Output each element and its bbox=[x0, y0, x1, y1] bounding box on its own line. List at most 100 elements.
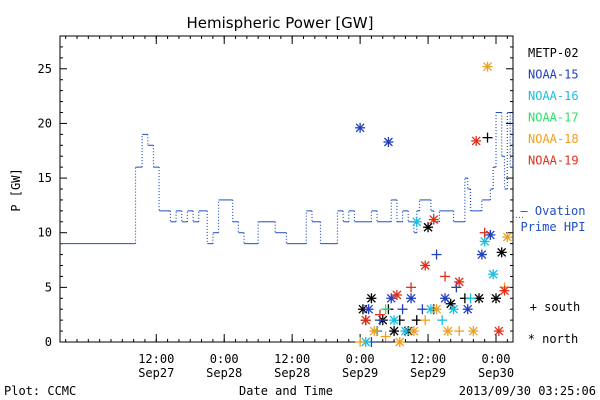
marker-stroke bbox=[480, 236, 490, 246]
north-marker bbox=[428, 214, 439, 225]
legend-entry: METP-02 bbox=[528, 46, 579, 60]
north-marker bbox=[499, 285, 510, 296]
marker-stroke bbox=[389, 315, 399, 325]
marker-stroke bbox=[423, 222, 433, 232]
south-marker bbox=[454, 326, 465, 337]
south-marker bbox=[411, 315, 422, 326]
marker-stroke bbox=[406, 293, 416, 303]
south-marker bbox=[355, 337, 366, 347]
marker-stroke bbox=[400, 326, 410, 336]
marker-stroke bbox=[361, 315, 371, 325]
south-marker bbox=[482, 132, 493, 143]
north-marker bbox=[369, 326, 380, 337]
y-tick-label: 10 bbox=[38, 226, 52, 240]
marker-stroke bbox=[454, 277, 464, 287]
north-marker bbox=[389, 326, 400, 337]
south-marker bbox=[417, 304, 428, 315]
x-tick-label-date: Sep29 bbox=[342, 366, 378, 380]
satellite-markers bbox=[355, 61, 513, 347]
marker-stroke bbox=[443, 326, 453, 336]
legend-entry: NOAA-17 bbox=[528, 111, 579, 125]
marker-stroke bbox=[389, 326, 399, 336]
north-marker bbox=[479, 236, 490, 247]
y-axis: 0 5 10 15 20 25 bbox=[38, 46, 513, 349]
south-marker bbox=[406, 282, 417, 293]
north-marker bbox=[454, 276, 465, 287]
north-marker bbox=[363, 304, 374, 315]
marker-stroke bbox=[471, 136, 481, 146]
legend-entry: NOAA-18 bbox=[528, 132, 579, 146]
marker-stroke bbox=[483, 62, 492, 72]
north-marker bbox=[442, 326, 453, 337]
north-marker bbox=[502, 232, 513, 243]
chart-title: Hemispheric Power [GW] bbox=[187, 14, 374, 32]
south-marker bbox=[380, 304, 391, 315]
north-marker bbox=[474, 293, 485, 304]
north-marker bbox=[394, 337, 405, 347]
legend-entry: NOAA-19 bbox=[528, 154, 579, 168]
marker-stroke bbox=[369, 326, 379, 336]
marker-stroke bbox=[392, 290, 402, 300]
north-marker bbox=[488, 269, 499, 280]
south-marker bbox=[397, 304, 408, 315]
marker-stroke bbox=[500, 286, 509, 296]
marker-key-south: + south bbox=[530, 300, 581, 314]
marker-stroke bbox=[474, 293, 484, 303]
marker-stroke bbox=[355, 123, 365, 133]
y-tick-label: 25 bbox=[38, 62, 52, 76]
marker-stroke bbox=[383, 137, 393, 147]
north-marker bbox=[391, 290, 402, 301]
marker-stroke bbox=[463, 304, 473, 314]
north-marker bbox=[493, 326, 504, 337]
marker-stroke bbox=[366, 293, 376, 303]
south-marker bbox=[465, 293, 476, 304]
x-tick-label-time: 12:00 bbox=[410, 352, 446, 366]
footer-timestamp: 2013/09/30 03:25:06 bbox=[459, 384, 596, 398]
north-marker bbox=[360, 315, 371, 326]
legend: METP-02 NOAA-15 NOAA-16 NOAA-17 NOAA-18 NOAA-… bbox=[528, 46, 579, 168]
south-marker bbox=[374, 309, 385, 320]
north-marker bbox=[389, 315, 400, 326]
north-marker bbox=[448, 304, 459, 315]
marker-stroke bbox=[449, 304, 459, 314]
footer-plot-source: Plot: CCMC bbox=[4, 384, 76, 398]
marker-stroke bbox=[502, 232, 512, 242]
north-marker bbox=[431, 304, 442, 315]
legend-entry: NOAA-16 bbox=[528, 89, 579, 103]
south-marker bbox=[420, 315, 431, 326]
north-marker bbox=[383, 137, 394, 148]
y-tick-label: 15 bbox=[38, 171, 52, 185]
north-marker bbox=[406, 293, 417, 304]
legend-entry: NOAA-15 bbox=[528, 68, 579, 82]
marker-stroke bbox=[409, 326, 419, 336]
south-marker bbox=[380, 331, 391, 342]
north-marker bbox=[386, 293, 397, 304]
marker-stroke bbox=[488, 269, 498, 279]
x-tick-label-date: Sep29 bbox=[410, 366, 446, 380]
marker-stroke bbox=[361, 337, 371, 347]
marker-stroke bbox=[429, 215, 439, 225]
ovation-legend-line2: Prime HPI bbox=[520, 220, 585, 234]
marker-key-north: * north bbox=[528, 332, 579, 346]
x-tick-label-time: 0:00 bbox=[482, 352, 511, 366]
marker-stroke bbox=[497, 247, 507, 257]
y-tick-label: 5 bbox=[45, 280, 52, 294]
north-marker bbox=[423, 222, 434, 233]
y-axis-label: P [GW] bbox=[9, 168, 23, 211]
marker-stroke bbox=[440, 293, 450, 303]
x-tick-label-time: 0:00 bbox=[346, 352, 375, 366]
marker-stroke bbox=[420, 261, 430, 270]
south-marker bbox=[479, 227, 490, 238]
x-tick-label-date: Sep30 bbox=[478, 366, 514, 380]
north-marker bbox=[476, 249, 487, 260]
marker-stroke bbox=[468, 326, 478, 336]
south-marker bbox=[431, 249, 442, 260]
x-tick-label-date: Sep28 bbox=[274, 366, 310, 380]
x-axis-label: Date and Time bbox=[239, 384, 333, 398]
north-marker bbox=[482, 61, 493, 72]
north-marker bbox=[366, 293, 377, 304]
x-axis: 12:00Sep270:00Sep2812:00Sep280:00Sep2912… bbox=[65, 36, 514, 380]
x-tick-label-date: Sep27 bbox=[138, 366, 174, 380]
north-marker bbox=[411, 216, 422, 227]
marker-stroke bbox=[491, 293, 501, 303]
